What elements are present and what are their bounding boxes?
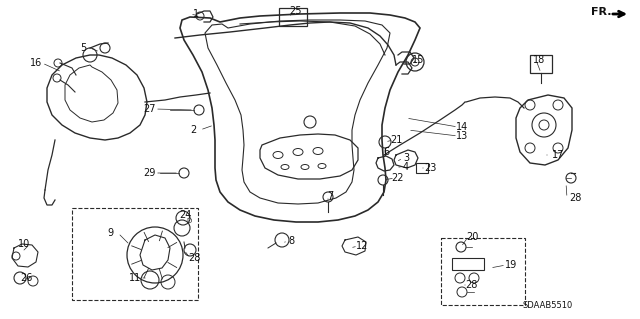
- Bar: [279, 8, 307, 26]
- Text: 28: 28: [188, 253, 200, 263]
- Text: 6: 6: [383, 147, 389, 157]
- Text: 5: 5: [80, 43, 86, 53]
- Text: 26: 26: [20, 273, 32, 283]
- Text: 15: 15: [412, 55, 424, 65]
- Bar: [530, 55, 552, 73]
- Text: 18: 18: [533, 55, 545, 65]
- Text: 21: 21: [390, 135, 402, 145]
- Text: SDAAB5510: SDAAB5510: [523, 301, 573, 310]
- Text: 22: 22: [392, 173, 404, 183]
- Text: 24: 24: [179, 210, 191, 220]
- Text: 17: 17: [552, 150, 564, 160]
- Text: 1: 1: [193, 9, 199, 19]
- Text: 28: 28: [569, 193, 581, 203]
- Text: 29: 29: [143, 168, 155, 178]
- Text: 27: 27: [143, 104, 156, 114]
- Bar: [441, 238, 525, 305]
- Text: 11: 11: [129, 273, 141, 283]
- Text: 25: 25: [289, 6, 301, 16]
- Text: 14: 14: [456, 122, 468, 132]
- Text: 12: 12: [356, 241, 368, 251]
- Text: 7: 7: [327, 191, 333, 201]
- Text: 9: 9: [107, 228, 113, 238]
- Bar: [72, 208, 198, 300]
- Bar: [452, 258, 484, 270]
- Text: FR.: FR.: [591, 7, 611, 17]
- Text: 13: 13: [456, 131, 468, 141]
- Text: 3: 3: [403, 153, 409, 163]
- Text: 23: 23: [424, 163, 436, 173]
- Text: 16: 16: [30, 58, 42, 68]
- Text: 4: 4: [403, 162, 409, 172]
- Text: 8: 8: [288, 236, 294, 246]
- Text: 28: 28: [465, 280, 477, 290]
- Bar: [416, 163, 428, 173]
- Text: D: D: [186, 218, 191, 224]
- Text: 20: 20: [466, 232, 478, 242]
- Text: 10: 10: [18, 239, 30, 249]
- Text: 2: 2: [190, 125, 196, 135]
- Text: 19: 19: [505, 260, 517, 270]
